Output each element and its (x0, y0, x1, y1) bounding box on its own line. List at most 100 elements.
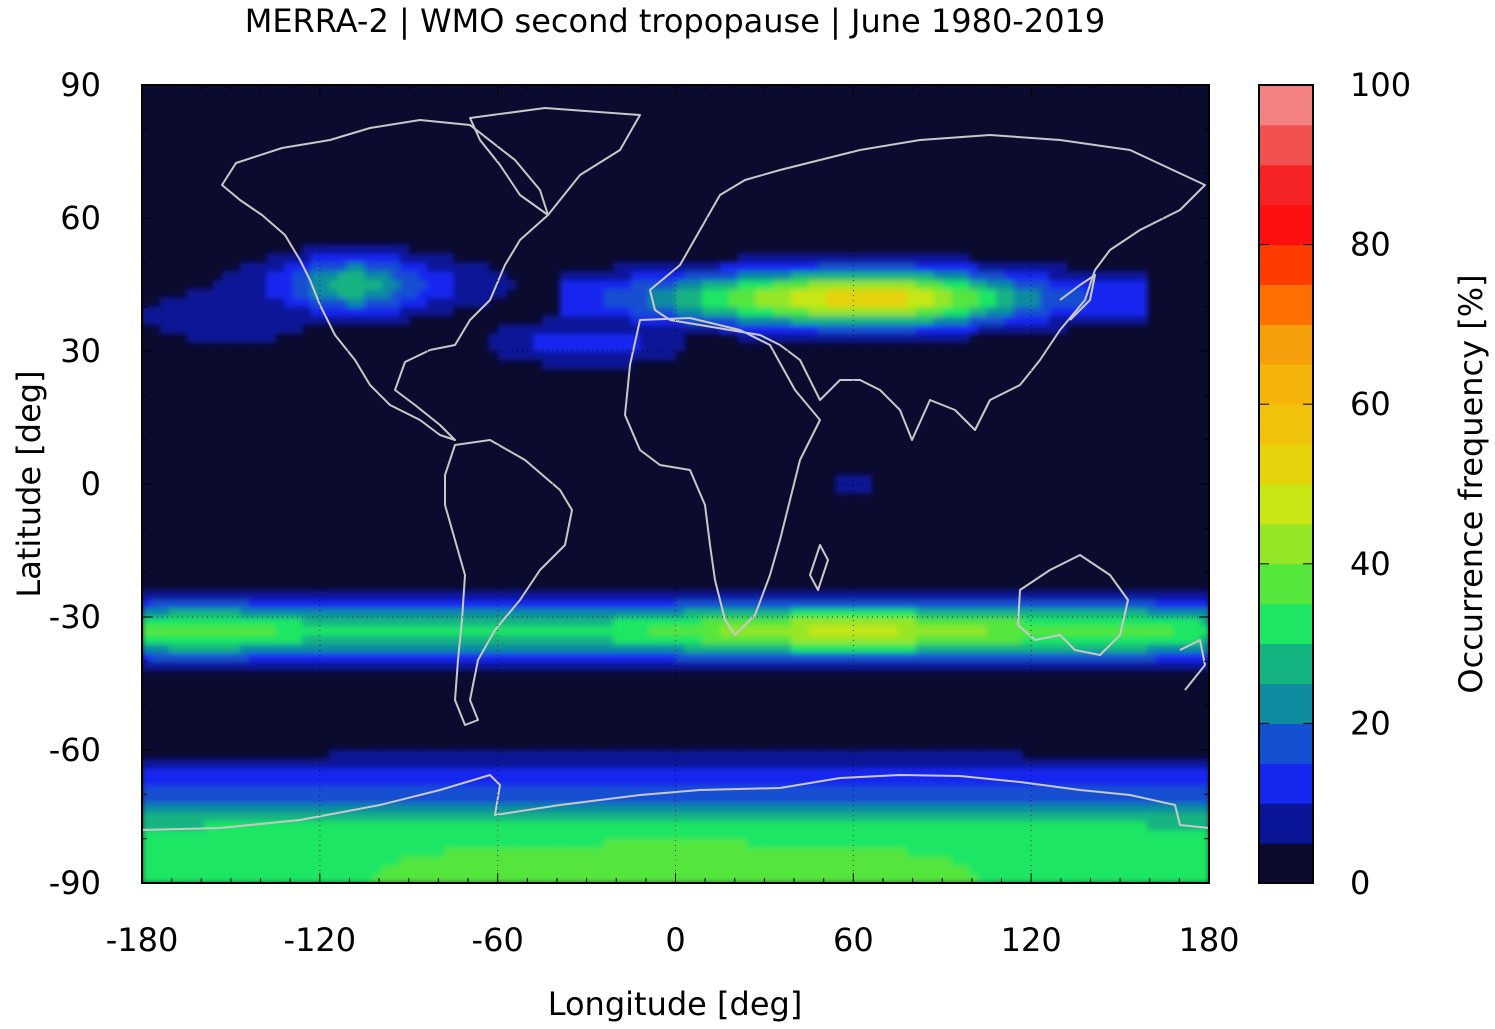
field-cell (150, 838, 161, 849)
field-cell (773, 262, 783, 272)
field-cell (453, 617, 463, 627)
field-cell (915, 634, 926, 645)
field-cell (1075, 315, 1086, 325)
field-cell (595, 333, 605, 343)
field-cell (862, 306, 872, 317)
field-cell (1155, 634, 1166, 645)
field-cell (986, 758, 997, 769)
field-cell (1128, 634, 1139, 645)
field-cell (479, 590, 490, 600)
field-cell (1137, 812, 1148, 822)
field-cell (791, 820, 801, 831)
field-cell (248, 838, 259, 849)
field-cell (293, 758, 303, 769)
field-cell (417, 785, 428, 795)
field-cell (382, 634, 392, 645)
field-cell (1075, 306, 1086, 317)
field-cell (204, 634, 214, 645)
field-cell (799, 874, 810, 883)
field-cell (1146, 865, 1157, 875)
field-cell (426, 262, 437, 272)
field-cell (542, 758, 552, 769)
field-cell (924, 794, 934, 804)
field-cell (960, 874, 970, 883)
field-cell (568, 856, 579, 866)
field-cell (497, 652, 508, 662)
field-cell (177, 315, 188, 325)
field-cell (150, 812, 161, 822)
field-cell (328, 297, 339, 308)
field-cell (346, 288, 356, 299)
field-cell (444, 856, 454, 866)
field-cell (1164, 812, 1175, 822)
field-cell (737, 750, 748, 760)
field-cell (444, 617, 454, 627)
field-cell (524, 634, 534, 645)
field-cell (1155, 767, 1166, 778)
field-cell (248, 874, 259, 883)
field-cell (195, 652, 205, 662)
field-cell (675, 288, 685, 299)
field-cell (275, 847, 285, 857)
field-cell (595, 652, 605, 662)
field-cell (622, 315, 632, 325)
field-cell (613, 643, 623, 654)
field-cell (542, 856, 552, 866)
field-cell (1111, 608, 1121, 618)
field-cell (826, 315, 837, 325)
field-cell (373, 785, 383, 795)
field-cell (417, 820, 428, 831)
field-cell (230, 661, 241, 671)
field-cell (426, 856, 437, 866)
field-cell (293, 820, 303, 831)
field-cell (1022, 634, 1032, 645)
field-cell (924, 625, 934, 636)
field-cell (284, 856, 294, 866)
field-cell (648, 758, 659, 769)
field-cell (595, 820, 605, 831)
field-cell (897, 253, 908, 263)
field-cell (942, 315, 952, 325)
field-cell (515, 874, 525, 883)
field-cell (862, 776, 872, 787)
field-cell (1040, 608, 1050, 618)
field-cell (915, 785, 926, 795)
field-cell (1182, 874, 1192, 883)
field-cell (1137, 634, 1148, 645)
field-cell (1137, 280, 1148, 290)
field-cell (639, 794, 650, 804)
field-cell (319, 874, 330, 883)
field-cell (1004, 634, 1014, 645)
field-cell (995, 776, 1006, 787)
field-cell (711, 590, 721, 600)
field-cell (666, 874, 677, 883)
field-cell (871, 625, 881, 636)
field-cell (364, 776, 374, 787)
field-cell (284, 643, 294, 654)
field-cell (737, 661, 748, 671)
field-cell (1093, 820, 1103, 831)
field-cell (266, 599, 276, 609)
field-cell (444, 874, 454, 883)
field-cell (186, 767, 196, 778)
field-cell (835, 617, 846, 627)
field-cell (684, 652, 694, 662)
field-cell (844, 599, 854, 609)
field-cell (933, 625, 943, 636)
field-cell (719, 812, 730, 822)
field-cell (302, 661, 312, 671)
field-cell (222, 271, 232, 281)
field-cell (595, 838, 605, 849)
field-cell (186, 794, 196, 804)
field-cell (186, 758, 196, 769)
field-cell (906, 634, 917, 645)
field-cell (1004, 750, 1014, 760)
field-cell (755, 820, 766, 831)
field-cell (1057, 803, 1068, 813)
field-cell (293, 306, 303, 317)
field-cell (728, 767, 739, 778)
field-cell (960, 315, 970, 325)
field-cell (195, 634, 205, 645)
field-cell (542, 643, 552, 654)
field-cell (337, 262, 348, 272)
